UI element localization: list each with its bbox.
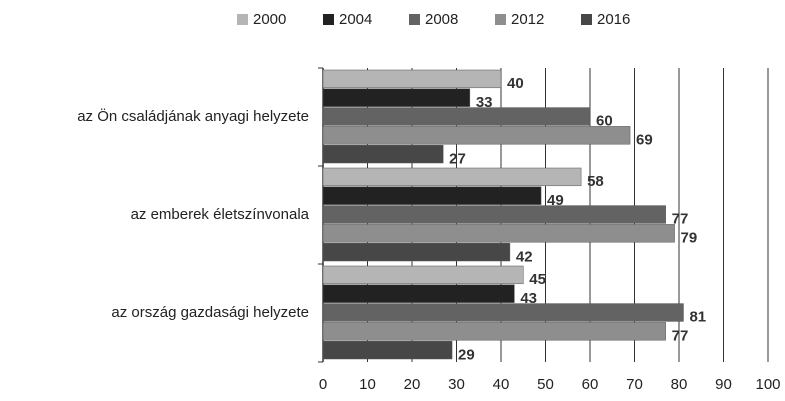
bar bbox=[322, 265, 524, 285]
data-label: 69 bbox=[636, 131, 653, 148]
bar bbox=[322, 322, 666, 341]
legend-label: 2016 bbox=[597, 11, 630, 28]
x-tick-label: 60 bbox=[582, 376, 599, 393]
data-label: 77 bbox=[672, 327, 689, 344]
x-tick-label: 10 bbox=[359, 376, 376, 393]
data-label: 43 bbox=[520, 290, 537, 307]
data-label: 45 bbox=[529, 271, 546, 288]
legend-label: 2008 bbox=[425, 11, 458, 28]
legend-swatch bbox=[495, 14, 506, 25]
bar bbox=[322, 186, 542, 205]
data-label: 60 bbox=[596, 113, 613, 130]
x-tick-label: 100 bbox=[755, 376, 780, 393]
bar bbox=[322, 167, 582, 187]
bar bbox=[322, 284, 515, 303]
data-label: 27 bbox=[449, 150, 466, 167]
data-label: 81 bbox=[689, 309, 706, 326]
data-label: 42 bbox=[516, 248, 533, 265]
data-label: 79 bbox=[681, 229, 698, 246]
category-label: az emberek életszínvonala bbox=[131, 206, 310, 223]
data-label: 58 bbox=[587, 173, 604, 190]
bar bbox=[322, 126, 631, 145]
bar bbox=[322, 242, 511, 262]
bar bbox=[322, 303, 684, 322]
data-label: 33 bbox=[476, 94, 493, 111]
data-label: 29 bbox=[458, 346, 475, 363]
data-label: 49 bbox=[547, 192, 564, 209]
legend-label: 2004 bbox=[339, 11, 372, 28]
x-tick-label: 0 bbox=[319, 376, 327, 393]
x-tick-label: 20 bbox=[404, 376, 421, 393]
bar bbox=[322, 69, 502, 89]
bar bbox=[322, 88, 471, 107]
legend-swatch bbox=[409, 14, 420, 25]
bar bbox=[322, 224, 675, 243]
x-tick-label: 40 bbox=[493, 376, 510, 393]
legend-swatch bbox=[581, 14, 592, 25]
x-tick-label: 70 bbox=[626, 376, 643, 393]
legend-swatch bbox=[237, 14, 248, 25]
data-label: 40 bbox=[507, 75, 524, 92]
legend-label: 2012 bbox=[511, 11, 544, 28]
bar bbox=[322, 144, 444, 164]
bar bbox=[322, 340, 453, 360]
bar bbox=[322, 107, 591, 126]
x-tick-label: 80 bbox=[671, 376, 688, 393]
legend-swatch bbox=[323, 14, 334, 25]
legend-label: 2000 bbox=[253, 11, 286, 28]
x-tick-label: 50 bbox=[537, 376, 554, 393]
category-label: az Ön családjának anyagi helyzete bbox=[77, 107, 309, 125]
x-tick-label: 30 bbox=[448, 376, 465, 393]
bar bbox=[322, 205, 666, 224]
category-label: az ország gazdasági helyzete bbox=[111, 304, 309, 321]
data-label: 77 bbox=[672, 211, 689, 228]
x-tick-label: 90 bbox=[715, 376, 732, 393]
